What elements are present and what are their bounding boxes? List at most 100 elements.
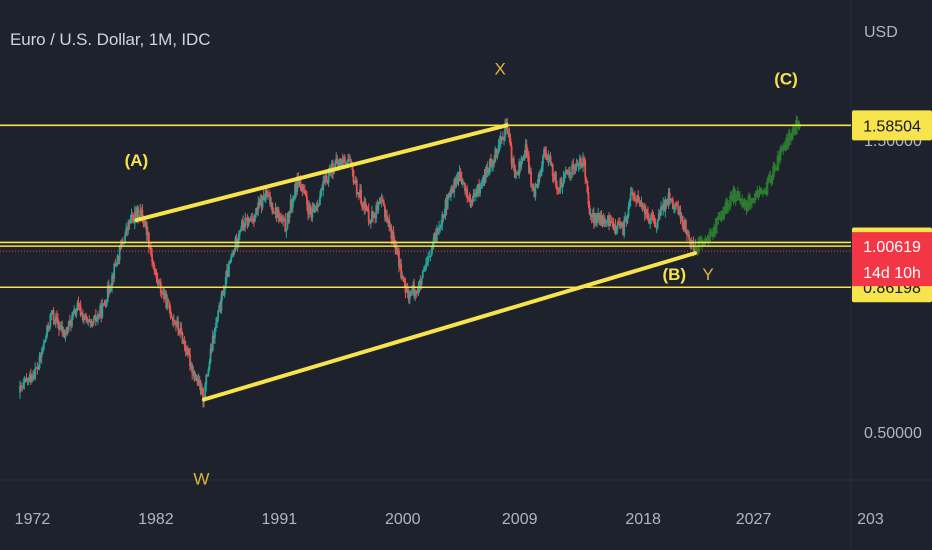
candle-body — [67, 320, 70, 330]
time-tick-label: 203 — [857, 511, 884, 528]
candle-body — [316, 205, 319, 207]
candle-body — [427, 256, 430, 262]
candle-body — [19, 386, 21, 393]
candle-body — [529, 170, 531, 173]
candle-body — [607, 215, 609, 221]
candle-body — [229, 261, 231, 263]
candle-body — [420, 278, 423, 285]
candle-body — [407, 292, 410, 300]
candle-body — [530, 170, 532, 186]
candle-body — [197, 379, 200, 385]
candle-body — [376, 205, 379, 211]
candle-body — [267, 195, 269, 197]
candle-body — [152, 261, 155, 265]
candle-body — [448, 192, 451, 198]
candle-body — [388, 219, 391, 228]
candle-body — [402, 276, 405, 280]
level-price-badge — [852, 110, 932, 141]
candle-body — [80, 312, 83, 316]
candle-body — [496, 152, 499, 157]
candle-body — [456, 177, 459, 179]
candle-body — [604, 221, 607, 224]
candle-body — [442, 214, 445, 218]
candle-body — [535, 184, 538, 187]
candle-body — [351, 165, 354, 171]
candle-body — [348, 158, 351, 162]
candle-body — [284, 219, 287, 232]
candle-body — [506, 122, 509, 135]
candle-body — [300, 185, 303, 188]
candle-body — [563, 174, 566, 178]
candle-body — [356, 192, 359, 195]
candle-body — [352, 170, 355, 183]
candle-body — [591, 213, 594, 218]
candle-body — [471, 199, 474, 202]
candle-body — [369, 220, 372, 224]
candle-body — [156, 277, 159, 283]
candle-body — [483, 175, 486, 183]
candle-body — [176, 320, 178, 326]
candle-body — [117, 255, 120, 261]
candle-body — [140, 210, 143, 212]
candle-body — [225, 270, 228, 278]
candle-body — [245, 217, 248, 219]
candle-body — [261, 195, 264, 208]
candle-body — [215, 322, 217, 328]
candle-body — [429, 256, 432, 258]
candle-body — [476, 191, 478, 194]
candle-body — [638, 201, 641, 203]
candle-body — [478, 184, 480, 194]
candle-body — [310, 212, 313, 218]
candle-body — [191, 365, 194, 374]
candle-body — [40, 352, 43, 358]
candle-body — [188, 348, 190, 355]
candle-body — [129, 219, 132, 224]
candle-body — [387, 219, 390, 223]
candle-body — [378, 201, 381, 203]
symbol-title[interactable]: Euro / U.S. Dollar, 1M, IDC — [10, 30, 211, 49]
candle-body — [134, 211, 137, 217]
candle-body — [54, 316, 57, 325]
candle-body — [111, 275, 113, 287]
candle-body — [166, 299, 169, 309]
candle-body — [130, 215, 133, 220]
channel-trendline[interactable] — [201, 251, 698, 402]
candle-body — [28, 374, 31, 378]
candle-body — [269, 195, 272, 205]
candle-body — [53, 320, 56, 325]
candle-body — [651, 214, 654, 217]
candle-body — [359, 189, 361, 198]
candle-body — [313, 209, 316, 213]
candle-body — [150, 247, 152, 255]
candle-body — [575, 164, 578, 168]
candle-body — [656, 219, 659, 227]
candle-body — [654, 222, 657, 228]
candle-body — [101, 304, 104, 318]
candle-body — [133, 211, 136, 224]
candle-body — [435, 228, 438, 242]
candle-body — [343, 157, 346, 164]
candle-body — [347, 158, 349, 163]
candle-body — [361, 203, 364, 208]
candle-body — [561, 184, 564, 188]
candle-body — [241, 220, 243, 230]
candle-body — [421, 270, 424, 279]
candle-body — [371, 211, 373, 221]
channel-trendline[interactable] — [134, 123, 509, 223]
wave-label: (A) — [125, 151, 149, 170]
candle-body — [422, 269, 425, 271]
candle-body — [256, 208, 259, 211]
candle-body — [78, 304, 81, 307]
candle-body — [463, 182, 465, 184]
candle-body — [254, 214, 256, 222]
candle-body — [586, 181, 589, 193]
candle-body — [657, 213, 660, 220]
candle-body — [243, 226, 246, 228]
candle-body — [542, 155, 544, 166]
candle-body — [616, 222, 619, 228]
level-price-label: 1.58504 — [863, 118, 921, 135]
candle-body — [24, 378, 27, 383]
candle-body — [61, 325, 64, 333]
